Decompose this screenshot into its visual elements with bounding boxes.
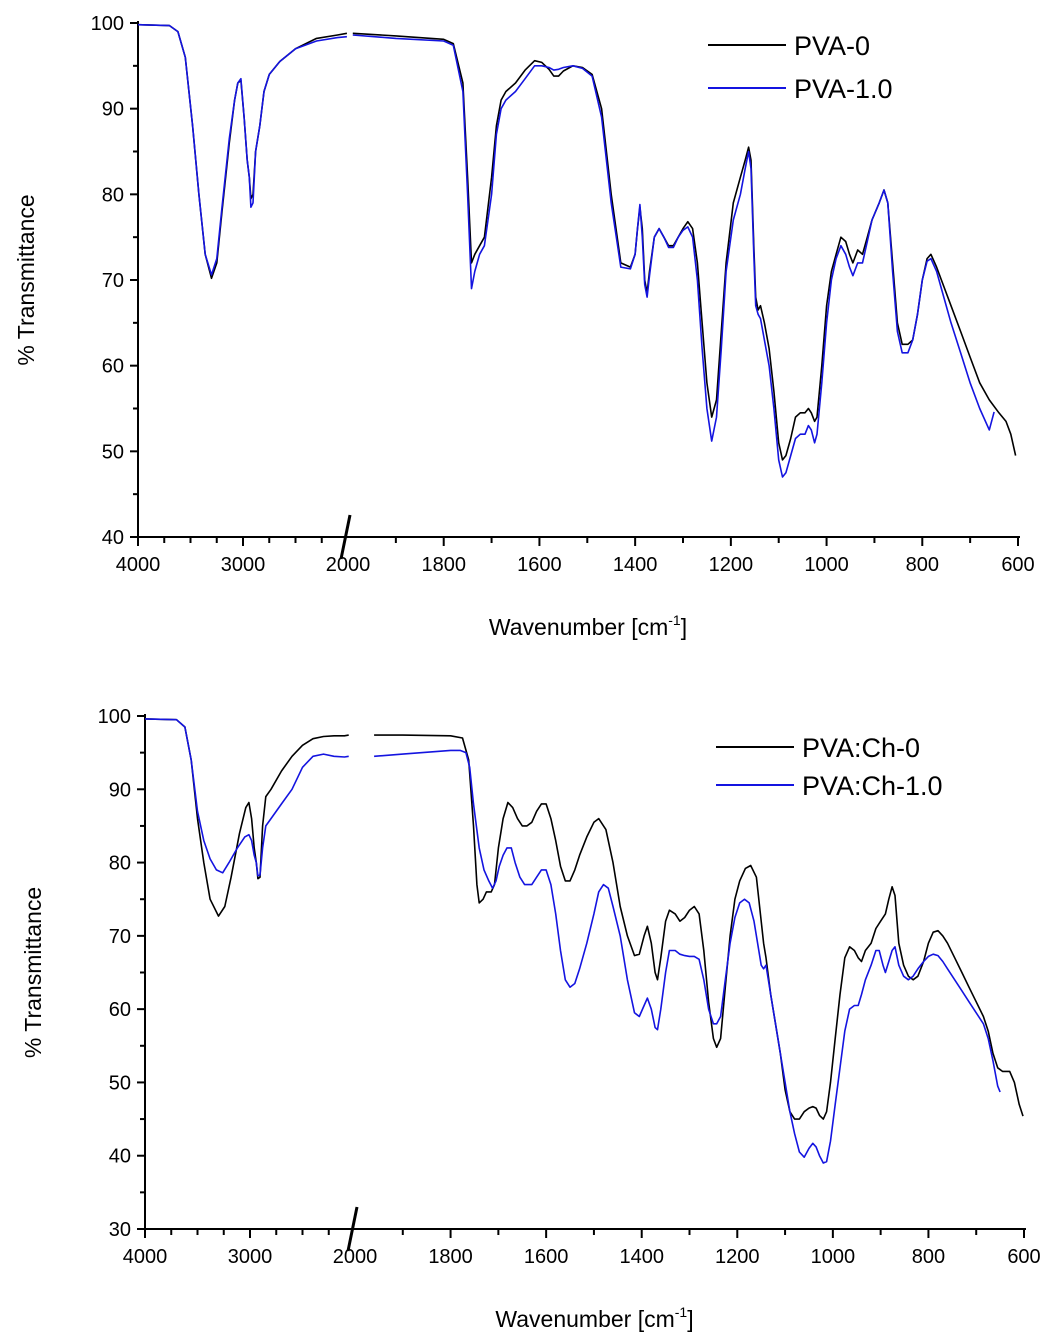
x-tick-label: 1800	[421, 554, 466, 576]
x-tick-label: 800	[906, 554, 939, 576]
y-tick-label: 70	[109, 926, 131, 948]
x-tick-label: 1400	[613, 554, 658, 576]
legend-label: PVA-0	[794, 31, 870, 61]
legend-label: PVA:Ch-0	[802, 733, 920, 763]
y-tick-label: 40	[109, 1146, 131, 1168]
y-tick-label: 30	[109, 1219, 131, 1241]
x-axis-title: Wavenumber [cm-1]	[495, 1304, 693, 1332]
series-line-0-right	[374, 734, 1024, 1120]
x-tick-label: 3000	[228, 1246, 273, 1268]
y-tick-label: 90	[109, 779, 131, 801]
legend-label: PVA:Ch-1.0	[802, 771, 943, 801]
series-line-1-right	[352, 34, 995, 478]
series-line-0-right	[352, 32, 1017, 461]
x-tick-label: 600	[1001, 554, 1034, 576]
x-axis-title: Wavenumber [cm-1]	[489, 612, 687, 640]
x-tick-label: 1400	[619, 1246, 664, 1268]
y-tick-label: 90	[102, 99, 124, 121]
x-tick-label: 800	[912, 1246, 945, 1268]
x-tick-label: 1200	[715, 1246, 760, 1268]
y-tick-label: 100	[98, 706, 131, 728]
y-axis-title: % Transmittance	[20, 887, 46, 1058]
series-line-1-left	[137, 23, 347, 276]
y-tick-label: 60	[109, 999, 131, 1021]
series-line-1-right	[374, 749, 1001, 1164]
series-line-1-left	[144, 718, 349, 877]
y-tick-label: 70	[102, 270, 124, 292]
x-tick-label: 4000	[116, 554, 161, 576]
x-tick-label: 3000	[221, 554, 266, 576]
x-tick-label: 1000	[811, 1246, 856, 1268]
y-tick-label: 80	[109, 853, 131, 875]
y-tick-label: 60	[102, 356, 124, 378]
axis-break-mark	[339, 514, 352, 560]
x-tick-label: 1000	[804, 554, 849, 576]
y-axis-title: % Transmittance	[13, 194, 39, 365]
legend-label: PVA-1.0	[794, 74, 893, 104]
y-tick-label: 100	[91, 13, 124, 35]
x-tick-label: 2000	[333, 1246, 378, 1268]
x-tick-label: 600	[1007, 1246, 1040, 1268]
x-tick-label: 1800	[428, 1246, 473, 1268]
y-tick-label: 50	[109, 1072, 131, 1094]
y-tick-label: 50	[102, 441, 124, 463]
chart-pva: 40 50 60 70 80 90 100 4000 3000 2000 1800 1600 1400 1…	[13, 13, 1035, 640]
x-tick-label: 1600	[517, 554, 562, 576]
y-tick-label: 80	[102, 184, 124, 206]
x-tick-label: 4000	[123, 1246, 168, 1268]
y-tick-label: 40	[102, 527, 124, 549]
x-tick-label: 1600	[524, 1246, 569, 1268]
axis-break-mark	[346, 1206, 359, 1252]
x-tick-label: 2000	[326, 554, 371, 576]
series-line-0-left	[137, 23, 348, 280]
chart-pva-ch: 30 40 50 60 70 80 90 100 4000 3000 2000 1800 1600 140…	[20, 706, 1041, 1332]
x-tick-label: 1200	[709, 554, 754, 576]
series-line-0-left	[144, 718, 349, 917]
